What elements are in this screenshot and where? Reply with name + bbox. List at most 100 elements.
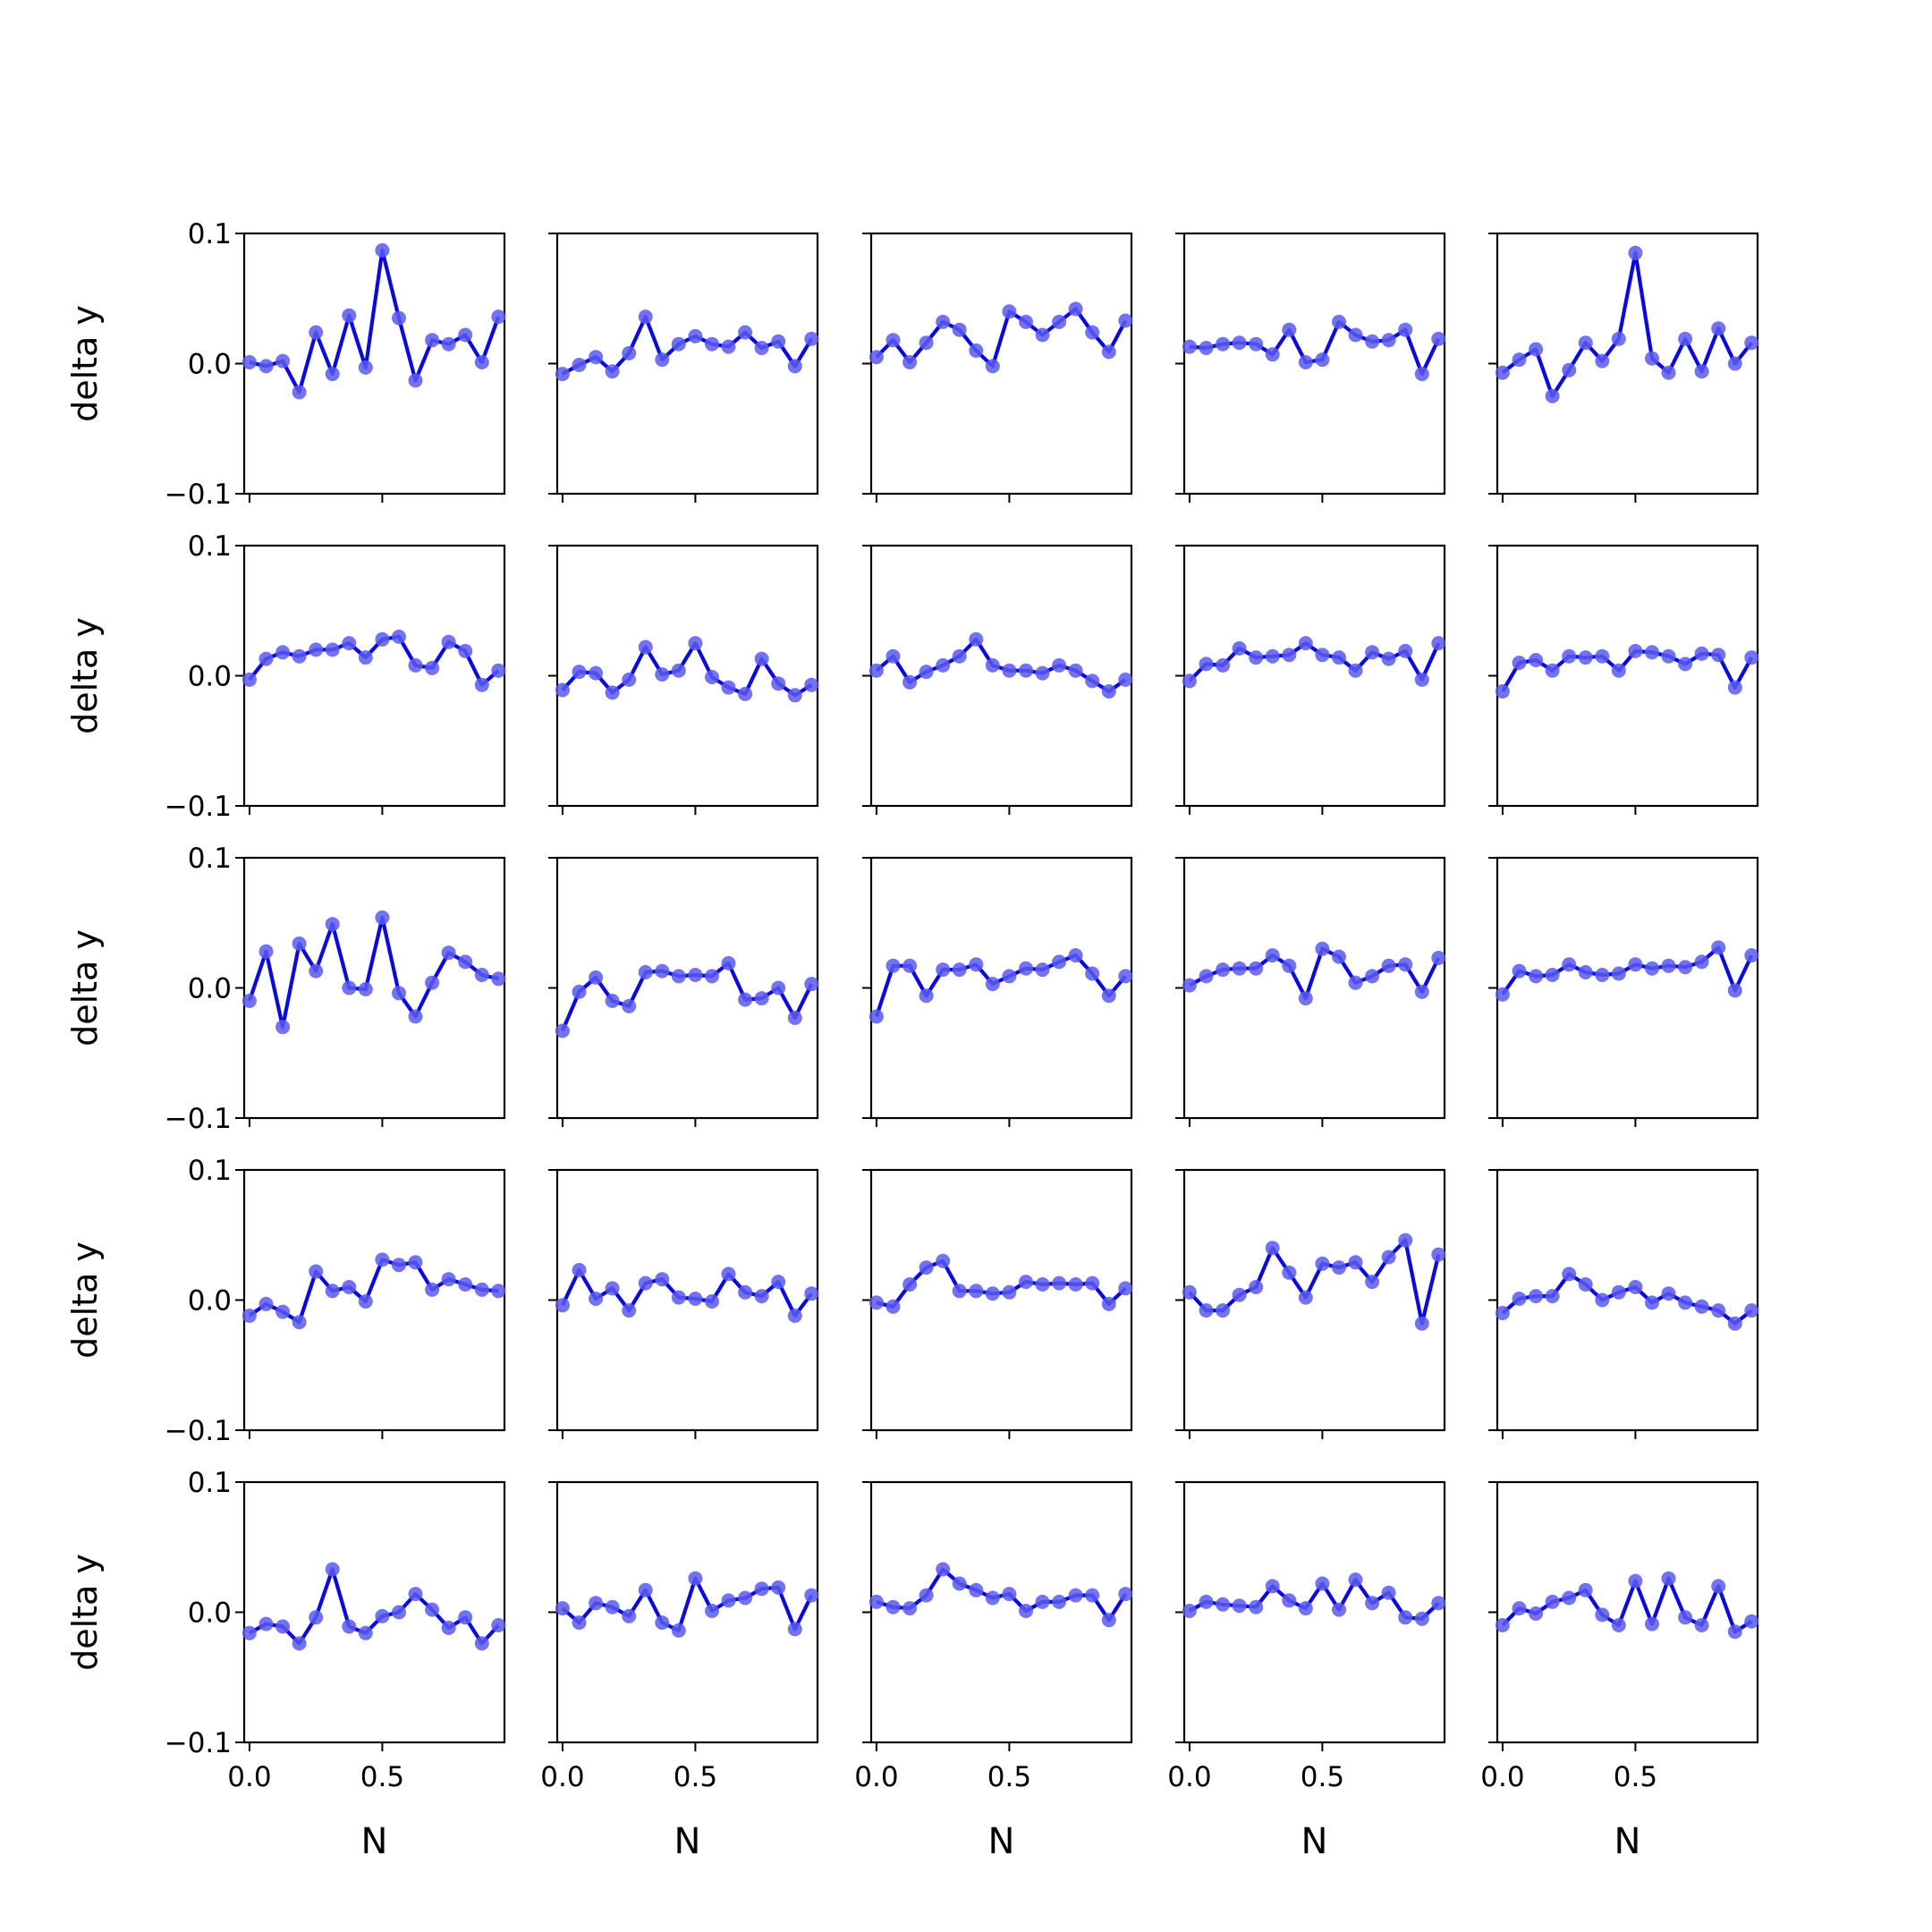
- data-point: [572, 1263, 587, 1277]
- data-point: [375, 910, 390, 925]
- data-point: [1495, 684, 1510, 699]
- data-point: [1365, 969, 1380, 984]
- y-tick-label: 0.1: [188, 530, 232, 563]
- data-point: [705, 1294, 719, 1309]
- data-point: [638, 309, 653, 325]
- data-point: [1068, 301, 1083, 317]
- data-point: [589, 1596, 604, 1611]
- data-point: [869, 1594, 884, 1609]
- data-point: [1019, 1275, 1033, 1290]
- panel-r3-c3: [862, 856, 1133, 1127]
- data-point: [1365, 334, 1380, 349]
- data-point: [555, 1023, 570, 1038]
- y-axis-label: delta y: [65, 1241, 105, 1359]
- data-point: [408, 1009, 423, 1024]
- data-point: [491, 1618, 506, 1632]
- data-point: [1678, 1295, 1693, 1310]
- data-point: [1332, 949, 1346, 964]
- data-point: [1068, 1277, 1083, 1292]
- data-point: [392, 310, 406, 326]
- series-line: [1501, 648, 1754, 693]
- data-point: [425, 333, 440, 348]
- data-point: [425, 1282, 440, 1297]
- x-axis-label: N: [1614, 1821, 1641, 1862]
- data-point: [721, 1593, 736, 1608]
- data-point: [705, 670, 719, 684]
- data-point: [1249, 1280, 1264, 1294]
- series-line: [249, 248, 501, 394]
- data-point: [886, 1599, 901, 1614]
- data-point: [1282, 1593, 1297, 1608]
- data-point: [1628, 245, 1643, 260]
- data-point: [408, 657, 423, 673]
- data-point: [325, 1562, 340, 1577]
- data-point: [1216, 336, 1231, 352]
- data-point: [985, 657, 1000, 673]
- data-point: [1332, 314, 1346, 329]
- data-point: [1611, 1284, 1626, 1300]
- data-point: [985, 1590, 1000, 1606]
- data-point: [1727, 983, 1742, 998]
- data-point: [1628, 643, 1643, 658]
- data-point: [358, 1294, 373, 1309]
- data-point: [804, 1588, 819, 1603]
- data-point: [1249, 650, 1264, 665]
- data-point: [1068, 663, 1083, 678]
- data-point: [771, 980, 786, 996]
- data-point: [258, 944, 274, 959]
- data-point: [1645, 1295, 1659, 1310]
- data-point: [1512, 656, 1527, 670]
- data-point: [902, 1277, 918, 1292]
- data-point: [1661, 958, 1676, 973]
- data-point: [655, 667, 670, 682]
- panel-r1-c1: −0.1 0.0 0.1 delta y: [65, 218, 506, 511]
- panel-r3-c5: [1488, 856, 1759, 1127]
- data-point: [1595, 1607, 1610, 1623]
- data-point: [589, 1292, 604, 1306]
- data-point: [1085, 325, 1100, 340]
- data-point: [902, 1601, 918, 1616]
- data-point: [1398, 1233, 1413, 1248]
- data-point: [969, 343, 984, 358]
- data-point: [771, 1580, 786, 1595]
- series-line: [1501, 250, 1753, 398]
- data-point: [441, 945, 456, 961]
- series-line: [1189, 319, 1441, 377]
- data-point: [1216, 1597, 1231, 1612]
- data-point: [1431, 1596, 1446, 1611]
- data-point: [1694, 364, 1709, 379]
- data-point: [1431, 951, 1446, 965]
- series-line: [561, 1576, 814, 1633]
- data-point: [1118, 313, 1133, 328]
- data-point: [342, 636, 357, 651]
- data-point: [638, 640, 653, 655]
- data-point: [936, 1562, 951, 1577]
- data-point: [425, 660, 440, 675]
- data-point: [1495, 1306, 1510, 1320]
- data-point: [1315, 352, 1330, 368]
- data-point: [1678, 657, 1693, 672]
- data-point: [1694, 1618, 1709, 1632]
- data-point: [1348, 1572, 1363, 1588]
- data-point: [1019, 1604, 1033, 1618]
- data-point: [919, 335, 934, 351]
- data-point: [1495, 987, 1510, 1002]
- data-point: [1398, 643, 1413, 658]
- data-point: [1182, 1284, 1197, 1300]
- data-point: [1661, 1571, 1676, 1586]
- data-point: [358, 982, 373, 996]
- data-point: [458, 327, 473, 343]
- data-point: [1381, 333, 1396, 348]
- data-point: [787, 1309, 802, 1323]
- y-tick-label: 0.1: [188, 218, 232, 250]
- data-point: [1249, 336, 1264, 352]
- data-point: [754, 651, 769, 666]
- data-point: [738, 992, 753, 1007]
- data-point: [458, 1610, 473, 1625]
- data-point: [919, 988, 934, 1004]
- data-point: [358, 1625, 373, 1640]
- data-point: [589, 350, 604, 365]
- data-point: [671, 336, 686, 352]
- data-point: [325, 917, 340, 932]
